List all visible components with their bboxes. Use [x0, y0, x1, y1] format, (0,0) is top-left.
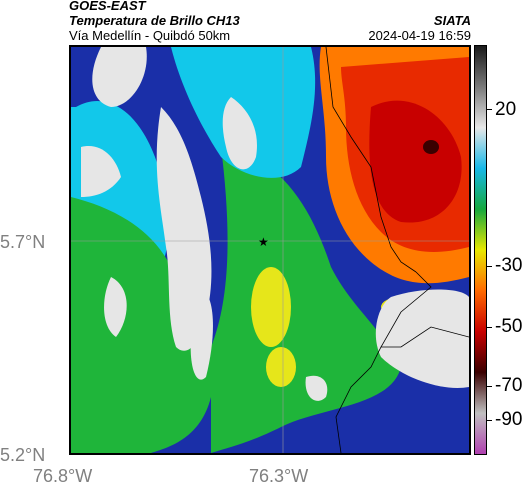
colorbar-tick: [487, 109, 492, 110]
institution-label: SIATA: [433, 13, 471, 28]
datetime-label: 2024-04-19 16:59: [368, 28, 471, 43]
colorbar-label: 20: [495, 99, 517, 120]
lat-tick-label: 5.7°N: [0, 232, 46, 252]
product-title: Temperatura de Brillo CH13: [69, 13, 240, 28]
lon-tick-label: 76.8°W: [33, 466, 93, 486]
colorbar-tick: [487, 386, 492, 387]
map-panel[interactable]: ★: [69, 45, 471, 455]
colorbar-tick: [487, 266, 492, 267]
location-star-icon: ★: [258, 235, 269, 249]
lat-tick-label: 5.2°N: [0, 445, 46, 465]
lon-tick-label: 76.3°W: [249, 466, 309, 486]
colorbar-tick: [487, 327, 492, 328]
colorbar-label: -90: [495, 409, 523, 430]
colorbar-label: -50: [495, 316, 523, 337]
colorbar-label: -30: [495, 255, 523, 276]
region-label: Vía Medellín - Quibdó 50km: [69, 28, 231, 43]
satellite-image: ★: [71, 47, 469, 453]
colorbar-label: -70: [495, 375, 523, 396]
colorbar-tick: [487, 420, 492, 421]
satellite-title: GOES-EAST: [69, 0, 146, 13]
colorbar: [474, 45, 487, 455]
